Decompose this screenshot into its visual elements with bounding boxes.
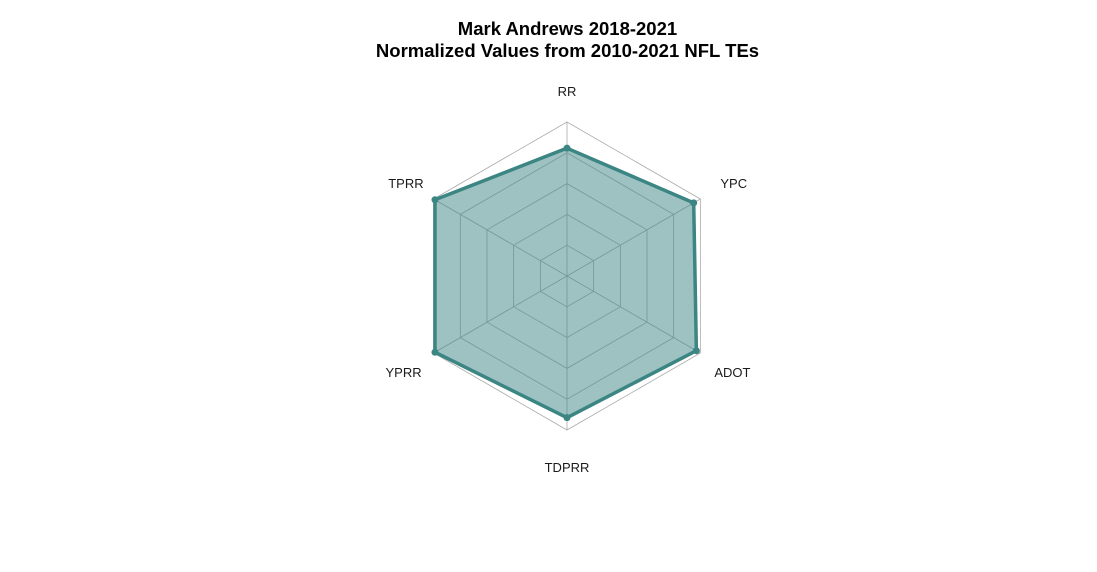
data-point-yprr bbox=[431, 348, 439, 356]
axis-label-ypc: YPC bbox=[720, 176, 747, 191]
axis-labels: RR YPC ADOT TDPRR YPRR TPRR bbox=[386, 84, 751, 475]
data-point-rr bbox=[563, 144, 571, 152]
data-point-ypc bbox=[690, 199, 698, 207]
axis-label-tdprr: TDPRR bbox=[545, 460, 590, 475]
radar-series-layer bbox=[431, 144, 700, 422]
data-point-adot bbox=[692, 347, 700, 355]
axis-label-tprr: TPRR bbox=[388, 176, 423, 191]
data-point-tprr bbox=[431, 196, 439, 204]
series-area-0 bbox=[434, 148, 697, 418]
axis-label-yprr: YPRR bbox=[386, 365, 422, 380]
data-point-tdprr bbox=[563, 414, 571, 422]
chart-subtitle: Normalized Values from 2010-2021 NFL TEs bbox=[375, 40, 760, 61]
chart-title: Mark Andrews 2018-2021 Normalized Values… bbox=[0, 18, 1097, 62]
axis-label-adot: ADOT bbox=[714, 365, 750, 380]
axis-label-rr: RR bbox=[558, 84, 577, 99]
chart-title-line1: Mark Andrews 2018-2021 bbox=[457, 18, 678, 39]
